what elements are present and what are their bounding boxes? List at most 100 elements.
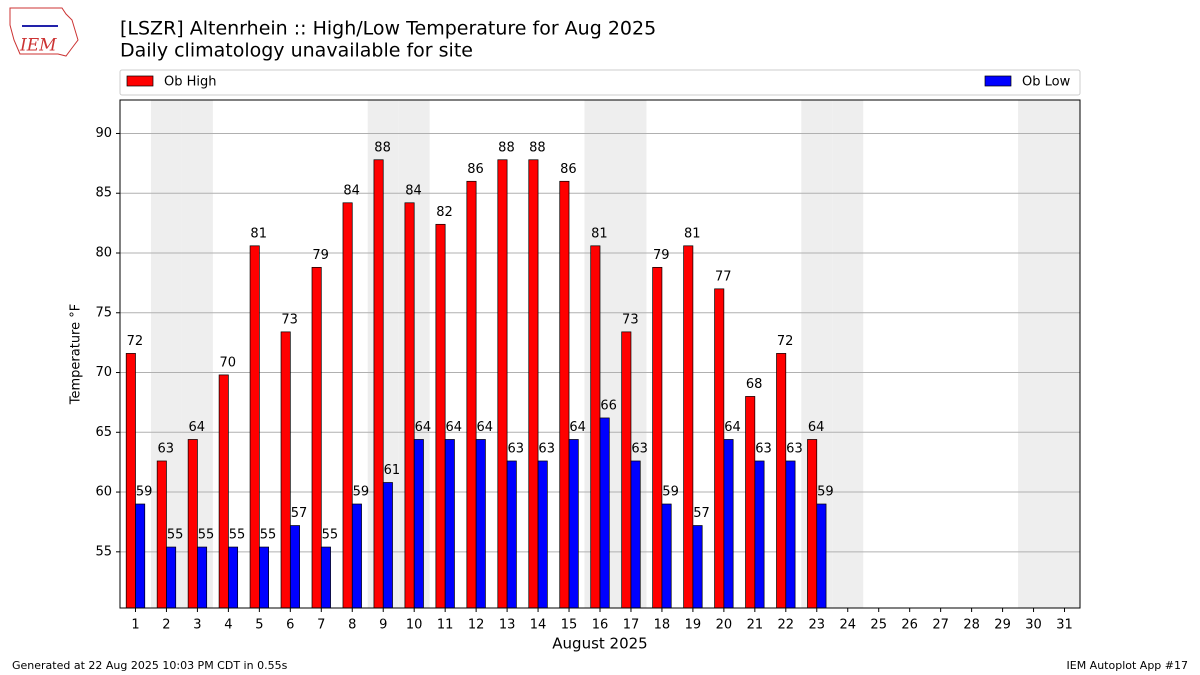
bar (311, 266, 322, 609)
bar (621, 331, 632, 609)
value-label: 63 (631, 441, 648, 456)
footer-right: IEM Autoplot App #17 (1067, 659, 1189, 672)
x-tick-label: 21 (747, 618, 764, 633)
x-tick-label: 6 (286, 618, 294, 633)
x-tick-label: 30 (1025, 618, 1042, 633)
bar (435, 223, 446, 609)
bar (289, 525, 300, 609)
logo-text: IEM (19, 36, 57, 56)
bar (754, 460, 765, 609)
bar (630, 460, 641, 609)
bar (382, 482, 393, 609)
bar (156, 460, 167, 609)
value-label: 88 (529, 140, 546, 155)
bar (661, 503, 672, 609)
x-axis-label: August 2025 (552, 635, 647, 653)
legend-swatch (126, 75, 154, 87)
bar (568, 439, 579, 609)
value-label: 59 (662, 485, 679, 500)
bar (599, 417, 610, 609)
value-label: 73 (622, 312, 639, 327)
x-tick-label: 12 (468, 618, 485, 633)
value-label: 64 (808, 420, 825, 435)
footer-left: Generated at 22 Aug 2025 10:03 PM CDT in… (12, 659, 288, 672)
value-label: 63 (538, 441, 555, 456)
bar (528, 159, 539, 609)
y-tick-label: 80 (95, 245, 112, 260)
value-label: 59 (817, 485, 834, 500)
logo: IEM (9, 7, 79, 57)
bar (692, 525, 703, 609)
x-tick-label: 16 (592, 618, 609, 633)
bar (506, 460, 517, 609)
bar (249, 245, 260, 609)
value-label: 63 (755, 441, 772, 456)
bar (559, 180, 570, 609)
value-label: 79 (653, 248, 670, 263)
bar (683, 245, 694, 609)
x-tick-label: 11 (437, 618, 454, 633)
bar (776, 353, 787, 609)
bar (466, 180, 477, 609)
bar (166, 546, 177, 609)
value-label: 55 (260, 528, 277, 543)
value-label: 88 (374, 140, 391, 155)
value-label: 72 (127, 334, 144, 349)
x-tick-label: 14 (530, 618, 547, 633)
bar (404, 202, 415, 609)
bar (714, 288, 725, 609)
x-tick-label: 18 (654, 618, 671, 633)
x-tick-label: 20 (716, 618, 733, 633)
x-tick-label: 15 (561, 618, 578, 633)
value-label: 79 (312, 248, 329, 263)
bar (135, 503, 146, 609)
x-tick-label: 10 (406, 618, 423, 633)
weekend-band (832, 100, 864, 608)
logo-shape (9, 7, 79, 57)
value-label: 63 (507, 441, 524, 456)
legend-label: Ob Low (1022, 75, 1071, 90)
value-label: 64 (415, 420, 432, 435)
value-label: 84 (343, 183, 360, 198)
value-label: 57 (291, 506, 308, 521)
bar (280, 331, 291, 609)
y-tick-label: 60 (95, 485, 112, 500)
bar (652, 266, 663, 609)
value-label: 84 (405, 183, 422, 198)
x-tick-label: 8 (348, 618, 356, 633)
value-label: 70 (219, 355, 236, 370)
bar (816, 503, 827, 609)
value-label: 64 (477, 420, 494, 435)
x-tick-label: 9 (379, 618, 387, 633)
bar (218, 374, 229, 609)
value-label: 77 (715, 269, 732, 284)
x-tick-label: 31 (1056, 618, 1073, 633)
x-tick-label: 26 (901, 618, 918, 633)
bar (723, 439, 734, 609)
value-label: 82 (436, 205, 453, 220)
bar (745, 396, 756, 609)
value-label: 88 (498, 140, 515, 155)
value-label: 81 (591, 226, 608, 241)
y-tick-label: 90 (95, 126, 112, 141)
x-tick-label: 22 (778, 618, 795, 633)
value-label: 63 (158, 441, 175, 456)
bar (351, 503, 362, 609)
value-label: 64 (446, 420, 463, 435)
x-tick-label: 2 (162, 618, 170, 633)
bar (187, 439, 198, 609)
value-label: 64 (189, 420, 206, 435)
x-tick-label: 1 (131, 618, 139, 633)
y-tick-label: 75 (95, 305, 112, 320)
value-label: 55 (167, 528, 184, 543)
legend-box (119, 69, 1081, 96)
bar (807, 439, 818, 609)
bar (228, 546, 239, 609)
value-label: 86 (560, 162, 577, 177)
value-label: 72 (777, 334, 794, 349)
x-tick-label: 7 (317, 618, 325, 633)
x-tick-label: 3 (193, 618, 201, 633)
bar (497, 159, 508, 609)
y-tick-label: 85 (95, 186, 112, 201)
value-label: 55 (229, 528, 246, 543)
